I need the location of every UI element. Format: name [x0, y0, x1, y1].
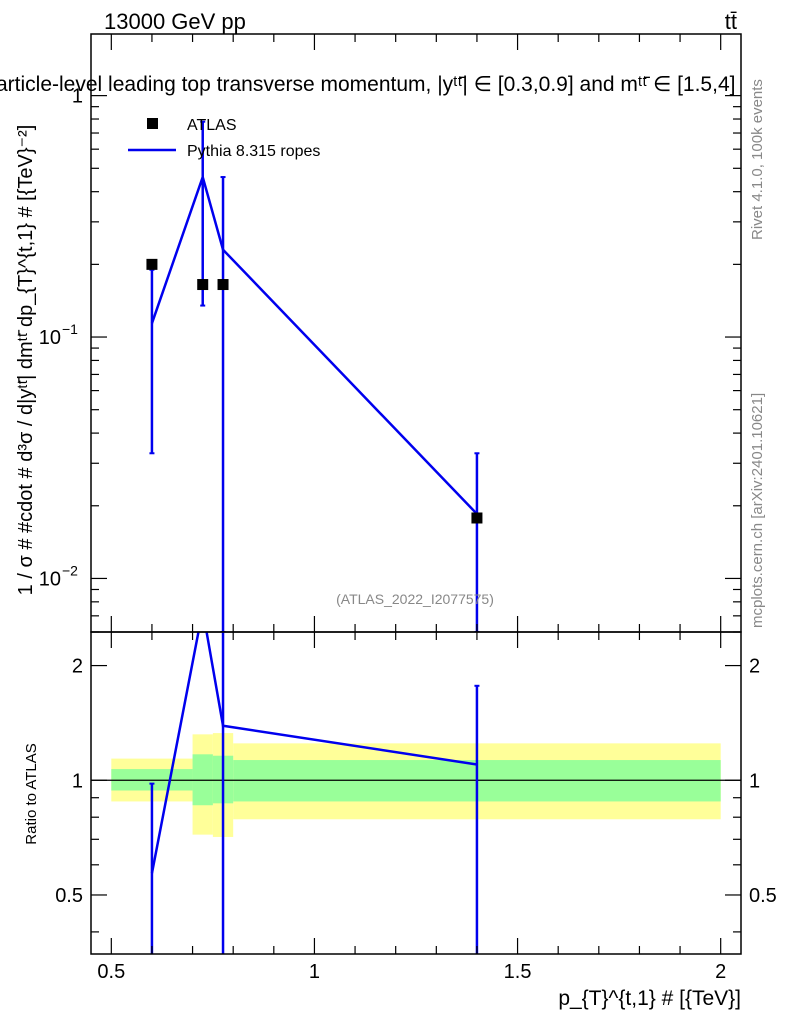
atlas-data-point: [217, 279, 229, 291]
main-y-tick-label: 1: [72, 86, 83, 108]
ratio-y-tick-label-right: 2: [749, 656, 760, 678]
ratio-bands: [111, 733, 721, 837]
ratio-y-tick-label-right: 1: [749, 770, 760, 792]
header-right: tt̄: [725, 9, 737, 34]
ratio-axes-box: [90, 631, 742, 955]
x-axis-label: p_{T}^{t,1} # [{TeV}]: [558, 987, 741, 1010]
rivet-label: Rivet 4.1.0, 100k events: [749, 79, 766, 240]
main-marks: [146, 120, 483, 632]
ratio-y-tick-label-left: 1: [72, 770, 83, 792]
atlas-data-point: [146, 258, 158, 270]
mcplots-label: mcplots.cern.ch [arXiv:2401.10621]: [749, 393, 766, 628]
main-frame: 10 −210 −11: [39, 33, 742, 633]
main-panel: [146, 120, 483, 632]
atlas-data-point: [471, 512, 483, 524]
plot-title: Particle-level leading top transverse mo…: [0, 73, 735, 96]
ratio-y-tick-label-left: 0.5: [55, 885, 83, 907]
ratio-marks: [91, 632, 741, 954]
ratio-y-tick-label-left: 2: [72, 656, 83, 678]
main-y-tick-exponent: −2: [62, 562, 78, 578]
main-y-axis-label: 1 / σ # #cdot # d³σ / d|yᵗᵗ̄| dmᵗᵗ̄ dp_{…: [15, 125, 37, 596]
ratio-frame: 0.5 0.5 1 1 2 2 0.5 1 1.5 2: [55, 631, 777, 983]
legend-label-atlas: ATLAS: [187, 117, 237, 134]
legend-label-mc: Pythia 8.315 ropes: [187, 143, 320, 160]
x-tick-label: 1.5: [504, 961, 532, 983]
ratio-panel: [91, 632, 741, 954]
watermark: (ATLAS_2022_I2077575): [336, 591, 494, 607]
ratio-y-tick-label-right: 0.5: [749, 885, 777, 907]
x-tick-label: 0.5: [97, 961, 125, 983]
mc-main-line: [150, 172, 478, 515]
x-tick-label: 2: [715, 961, 726, 983]
mc-ratio-line: [150, 632, 478, 874]
ratio-y-axis-label: Ratio to ATLAS: [23, 743, 40, 844]
main-y-tick-label: 10: [39, 327, 61, 349]
main-y-tick-label: 10: [39, 568, 61, 590]
atlas-data-point: [197, 279, 209, 291]
legend-marker-atlas: [147, 118, 158, 129]
x-tick-label: 1: [309, 961, 320, 983]
header-left: 13000 GeV pp: [104, 9, 246, 34]
legend: ATLAS Pythia 8.315 ropes: [128, 117, 320, 160]
main-y-tick-exponent: −1: [62, 321, 78, 337]
